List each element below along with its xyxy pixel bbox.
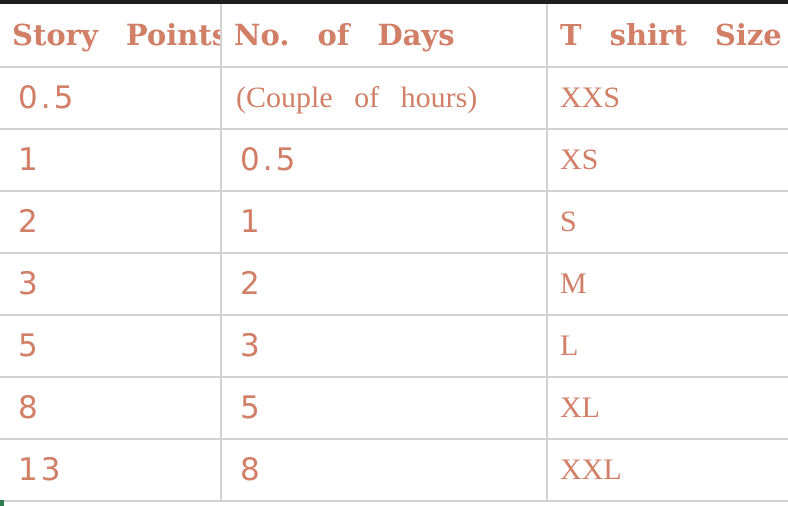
story-points-cell[interactable]: 2: [0, 190, 222, 254]
selection-corner-marker: [0, 500, 4, 506]
header-row: Story Points No. of Days T shirt Size: [0, 4, 788, 68]
size-cell[interactable]: XL: [546, 376, 788, 440]
header-no-of-days[interactable]: No. of Days: [220, 4, 548, 68]
header-t-shirt-size[interactable]: T shirt Size: [546, 4, 788, 68]
days-cell[interactable]: 2: [220, 252, 548, 316]
table-row: 0.5 (Couple of hours) XXS: [0, 66, 788, 130]
story-points-cell[interactable]: 8: [0, 376, 222, 440]
story-points-cell[interactable]: 1: [0, 128, 222, 192]
story-points-table: Story Points No. of Days T shirt Size 0.…: [0, 4, 788, 502]
table-row: 3 2 M: [0, 252, 788, 316]
story-points-cell[interactable]: 13: [0, 438, 222, 502]
size-cell[interactable]: XXS: [546, 66, 788, 130]
story-points-cell[interactable]: 3: [0, 252, 222, 316]
size-cell[interactable]: S: [546, 190, 788, 254]
size-cell[interactable]: XS: [546, 128, 788, 192]
size-cell[interactable]: M: [546, 252, 788, 316]
story-points-cell[interactable]: 0.5: [0, 66, 222, 130]
table-row: 1 0.5 XS: [0, 128, 788, 192]
table-row: 2 1 S: [0, 190, 788, 254]
days-cell[interactable]: 1: [220, 190, 548, 254]
top-border: [0, 0, 788, 4]
days-cell[interactable]: 3: [220, 314, 548, 378]
days-cell[interactable]: 8: [220, 438, 548, 502]
size-cell[interactable]: L: [546, 314, 788, 378]
table-row: 13 8 XXL: [0, 438, 788, 502]
size-cell[interactable]: XXL: [546, 438, 788, 502]
table-row: 5 3 L: [0, 314, 788, 378]
days-cell[interactable]: 5: [220, 376, 548, 440]
table-row: 8 5 XL: [0, 376, 788, 440]
header-story-points[interactable]: Story Points: [0, 4, 222, 68]
days-cell[interactable]: (Couple of hours): [220, 66, 548, 130]
story-points-cell[interactable]: 5: [0, 314, 222, 378]
days-cell[interactable]: 0.5: [220, 128, 548, 192]
